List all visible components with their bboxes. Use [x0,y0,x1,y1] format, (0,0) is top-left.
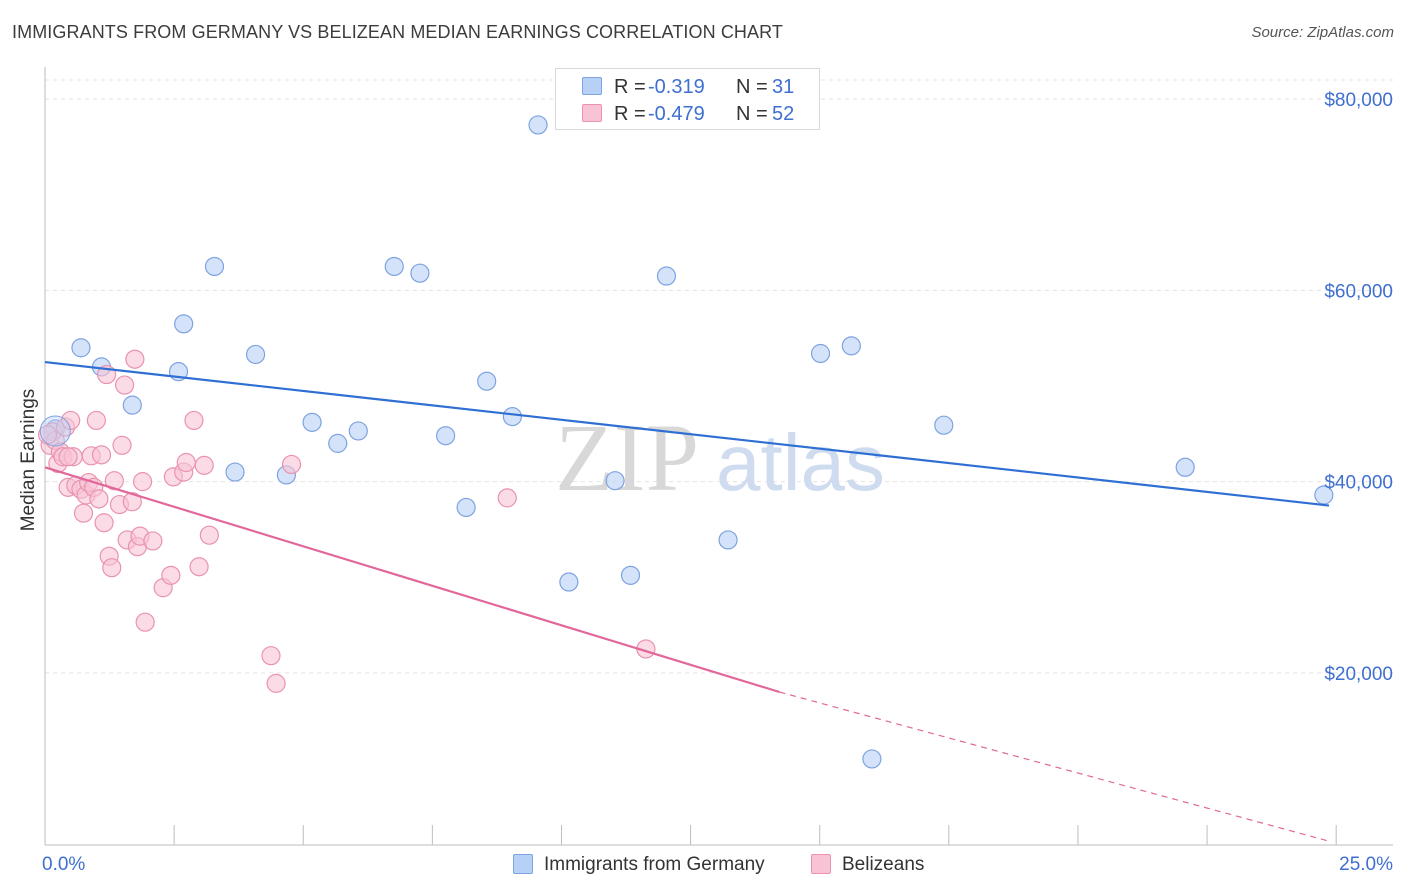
point-germany [605,471,625,491]
legend-swatch-belizeans [811,854,831,874]
point-belizeans [266,673,286,693]
x-tick-label-right: 25.0% [1339,854,1393,875]
legend-swatch-blue [582,77,602,95]
n-label: N = [736,76,768,98]
point-belizeans [58,447,78,467]
point-belizeans [132,472,153,492]
point-germany [502,407,522,427]
legend-label-germany: Immigrants from Germany [544,854,765,875]
gridlines [45,79,1393,674]
point-belizeans [143,531,163,551]
point-germany [477,371,497,391]
point-germany [328,433,348,453]
legend-row-germany: R = -0.319 N = 31 [556,73,819,101]
point-germany [436,426,456,446]
point-belizeans [94,513,114,533]
point-germany [245,344,266,365]
x-tick-label-left: 0.0% [42,854,85,875]
point-belizeans [89,489,109,509]
point-belizeans [86,410,106,431]
point-germany [302,412,322,432]
point-belizeans [112,435,132,455]
point-belizeans [184,410,204,431]
trend-lines [44,361,1330,842]
r-label: R = [614,103,646,125]
axes [44,67,1393,846]
point-belizeans [91,445,112,465]
point-belizeans [497,488,517,508]
point-belizeans [199,525,219,545]
point-germany [174,314,194,334]
point-belizeans [125,349,145,369]
r-value: -0.479 [648,103,705,125]
point-belizeans [176,452,196,473]
y-tick-label: $60,000 [1324,281,1393,302]
point-germany [39,415,71,447]
point-germany [810,343,831,364]
point-germany [456,497,476,518]
point-belizeans [135,612,155,632]
y-tick-label: $20,000 [1324,664,1393,685]
point-germany [384,256,404,277]
point-belizeans [115,375,135,395]
n-value: 52 [772,103,795,125]
point-germany [225,462,245,482]
point-belizeans [161,565,181,585]
legend-row-belizeans: R = -0.479 N = 52 [556,100,819,128]
point-germany [862,749,882,769]
point-belizeans [194,455,214,475]
y-tick-label: $80,000 [1324,90,1393,111]
point-belizeans [104,471,124,491]
point-germany [1175,457,1195,477]
r-value: -0.319 [648,76,705,98]
legend-swatch-pink [582,104,602,122]
point-belizeans [281,454,302,475]
point-germany [348,421,368,441]
point-germany [71,338,91,358]
n-label: N = [736,103,768,125]
source-label: Source: ZipAtlas.com [1251,24,1394,41]
n-value: 31 [772,76,795,98]
point-germany [841,336,861,356]
watermark-zip: ZIP [555,404,699,511]
data-points [37,115,1334,769]
point-germany [528,115,548,135]
axis-labels: $80,000 $60,000 $40,000 $20,000 0.0% 25.0% Med… [18,90,1393,875]
series-legend: Immigrants from Germany Belizeans [0,852,1406,878]
legend-label-belizeans: Belizeans [842,854,925,875]
point-belizeans [189,557,209,577]
trend-extension-belizeans [779,691,1330,842]
point-germany [122,395,142,415]
y-axis-label: Median Earnings [18,389,39,532]
y-tick-label: $40,000 [1324,473,1393,494]
point-belizeans [73,503,94,523]
watermark-atlas: atlas [716,418,885,507]
watermark: ZIP atlas [555,404,885,511]
point-belizeans [102,558,122,578]
point-belizeans [261,646,281,666]
point-germany [559,572,579,592]
legend-swatch-germany [513,854,533,874]
point-germany [620,565,641,585]
point-germany [718,530,738,550]
chart-title: IMMIGRANTS FROM GERMANY VS BELIZEAN MEDI… [12,22,783,42]
point-belizeans [122,492,142,512]
point-germany [656,266,677,286]
point-germany [204,256,225,277]
trend-line-germany [44,361,1330,507]
trend-line-belizeans [44,466,780,694]
stats-legend: R = -0.319 N = 31 R = -0.479 N = 52 [555,68,820,130]
point-germany [934,415,954,435]
point-germany [410,263,430,283]
r-label: R = [614,76,646,98]
